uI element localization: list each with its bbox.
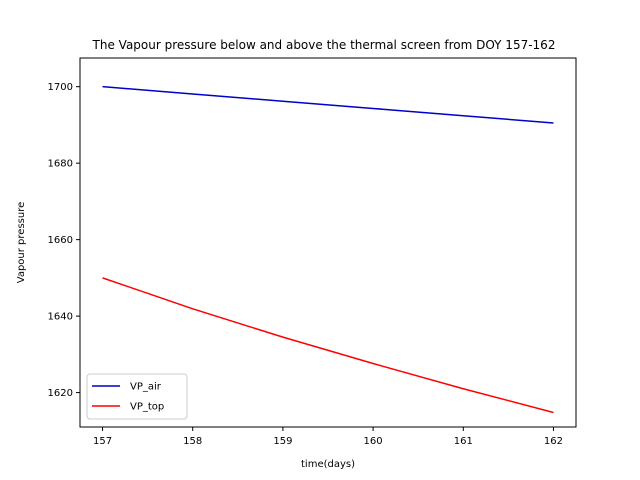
y-tick-label: 1680 xyxy=(48,159,73,170)
x-tick-label: 161 xyxy=(454,436,473,447)
y-tick-label: 1620 xyxy=(48,388,73,399)
legend: VP_air VP_top xyxy=(86,373,188,420)
x-axis: 157 158 159 160 161 162 xyxy=(93,427,563,447)
x-tick-label: 157 xyxy=(93,436,112,447)
y-tick-label: 1660 xyxy=(48,235,73,246)
legend-label: VP_air xyxy=(130,382,162,393)
x-tick-label: 162 xyxy=(544,436,563,447)
x-tick-label: 160 xyxy=(364,436,383,447)
x-axis-label: time(days) xyxy=(301,459,355,470)
y-tick-label: 1700 xyxy=(48,82,73,93)
plot-frame xyxy=(79,57,577,428)
plot-lines xyxy=(102,85,554,414)
series-line-vp-air xyxy=(102,85,554,124)
x-tick-label: 159 xyxy=(273,436,292,447)
y-axis: 1620 1640 1660 1680 1700 xyxy=(48,82,80,399)
x-tick-label: 158 xyxy=(183,436,202,447)
series-line-vp-top xyxy=(102,277,554,414)
chart-title: The Vapour pressure below and above the … xyxy=(92,38,556,52)
y-tick-label: 1640 xyxy=(48,312,73,323)
y-axis-label: Vapour pressure xyxy=(16,202,27,283)
legend-label: VP_top xyxy=(130,402,164,413)
